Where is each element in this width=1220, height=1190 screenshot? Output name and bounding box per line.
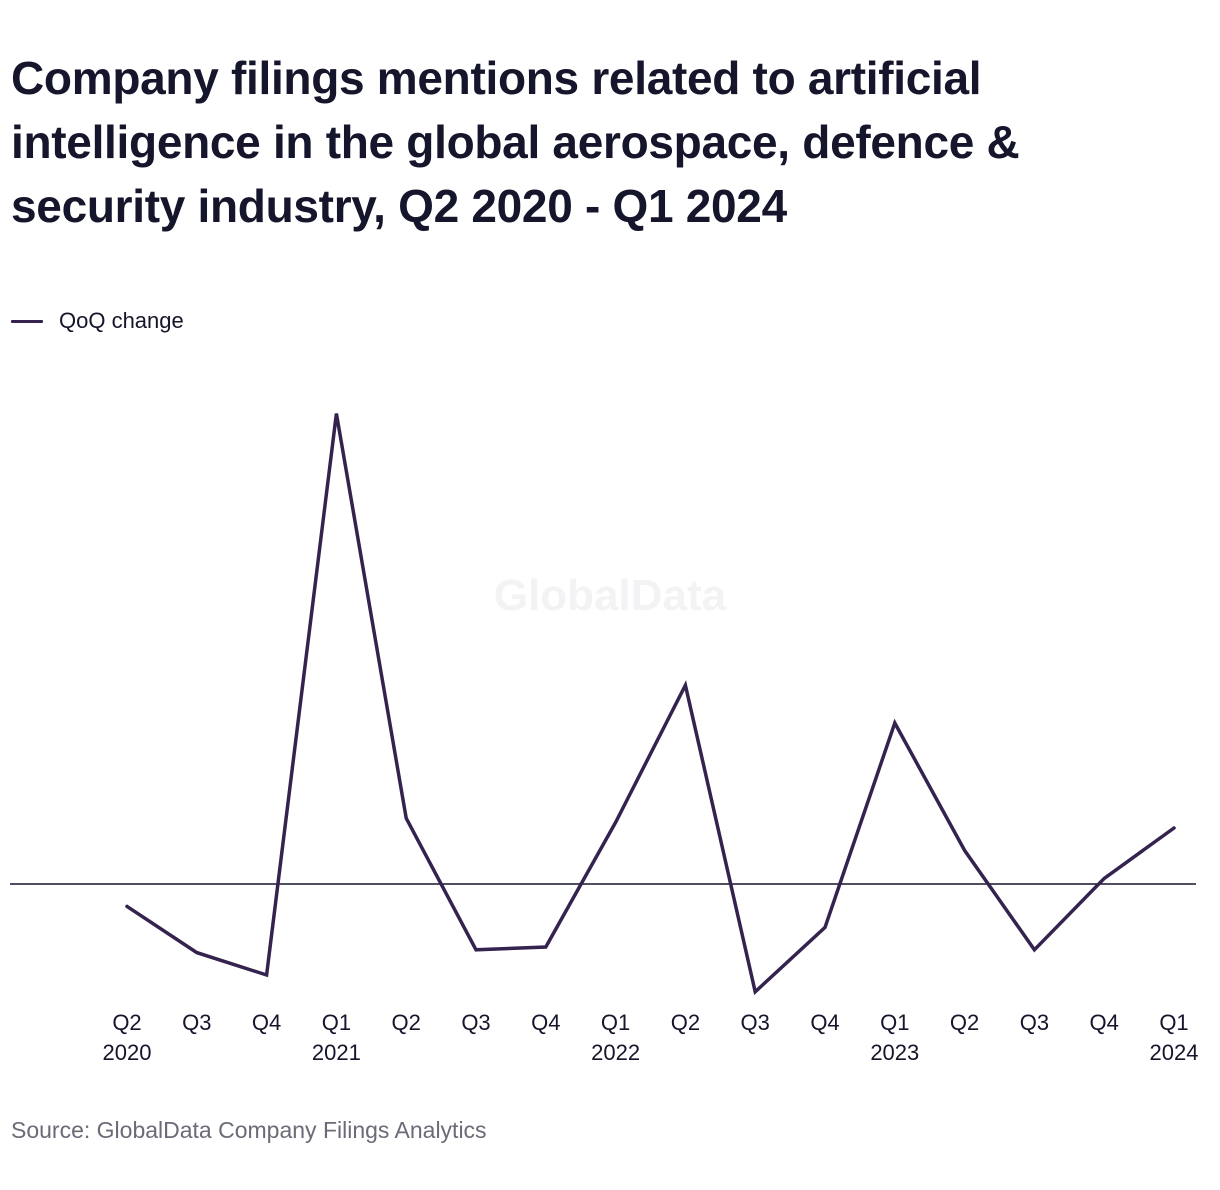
x-tick-label: Q3 (1020, 1010, 1049, 1035)
legend-label: QoQ change (59, 308, 184, 333)
x-tick-label: Q4 (1090, 1010, 1119, 1035)
series-line-qoq-change (125, 413, 1176, 996)
x-tick-label: Q2 (671, 1010, 700, 1035)
x-tick-label: Q4 (531, 1010, 560, 1035)
x-tick-label: Q3 (461, 1010, 490, 1035)
x-tick-label: Q1 (601, 1010, 630, 1035)
x-tick-year-label: 2024 (1150, 1040, 1199, 1065)
x-tick-year-label: 2022 (591, 1040, 640, 1065)
source-note: Source: GlobalData Company Filings Analy… (11, 1117, 487, 1143)
x-tick-label: Q1 (322, 1010, 351, 1035)
legend: QoQ change (11, 306, 184, 336)
data-points (126, 413, 1175, 992)
x-axis-ticks: Q2 2020 Q3 Q4 Q1 2021 Q2 Q3 Q4 Q1 2022 Q2 Q3 Q4 Q1 2023… (103, 1010, 1199, 1065)
x-tick-label: Q4 (252, 1010, 281, 1035)
x-tick-label: Q2 (392, 1010, 421, 1035)
x-tick-label: Q1 (880, 1010, 909, 1035)
x-tick-label: Q3 (182, 1010, 211, 1035)
legend-swatch (11, 319, 43, 323)
x-tick-label: Q1 (1159, 1010, 1188, 1035)
x-tick-label: Q2 (950, 1010, 979, 1035)
x-tick-year-label: 2021 (312, 1040, 361, 1065)
x-tick-label: Q2 (112, 1010, 141, 1035)
x-tick-year-label: 2020 (103, 1040, 152, 1065)
x-tick-year-label: 2023 (870, 1040, 919, 1065)
x-tick-label: Q3 (741, 1010, 770, 1035)
watermark: GlobalData (494, 571, 727, 620)
x-tick-label: Q4 (810, 1010, 839, 1035)
chart-title: Company filings mentions related to arti… (11, 52, 1020, 232)
